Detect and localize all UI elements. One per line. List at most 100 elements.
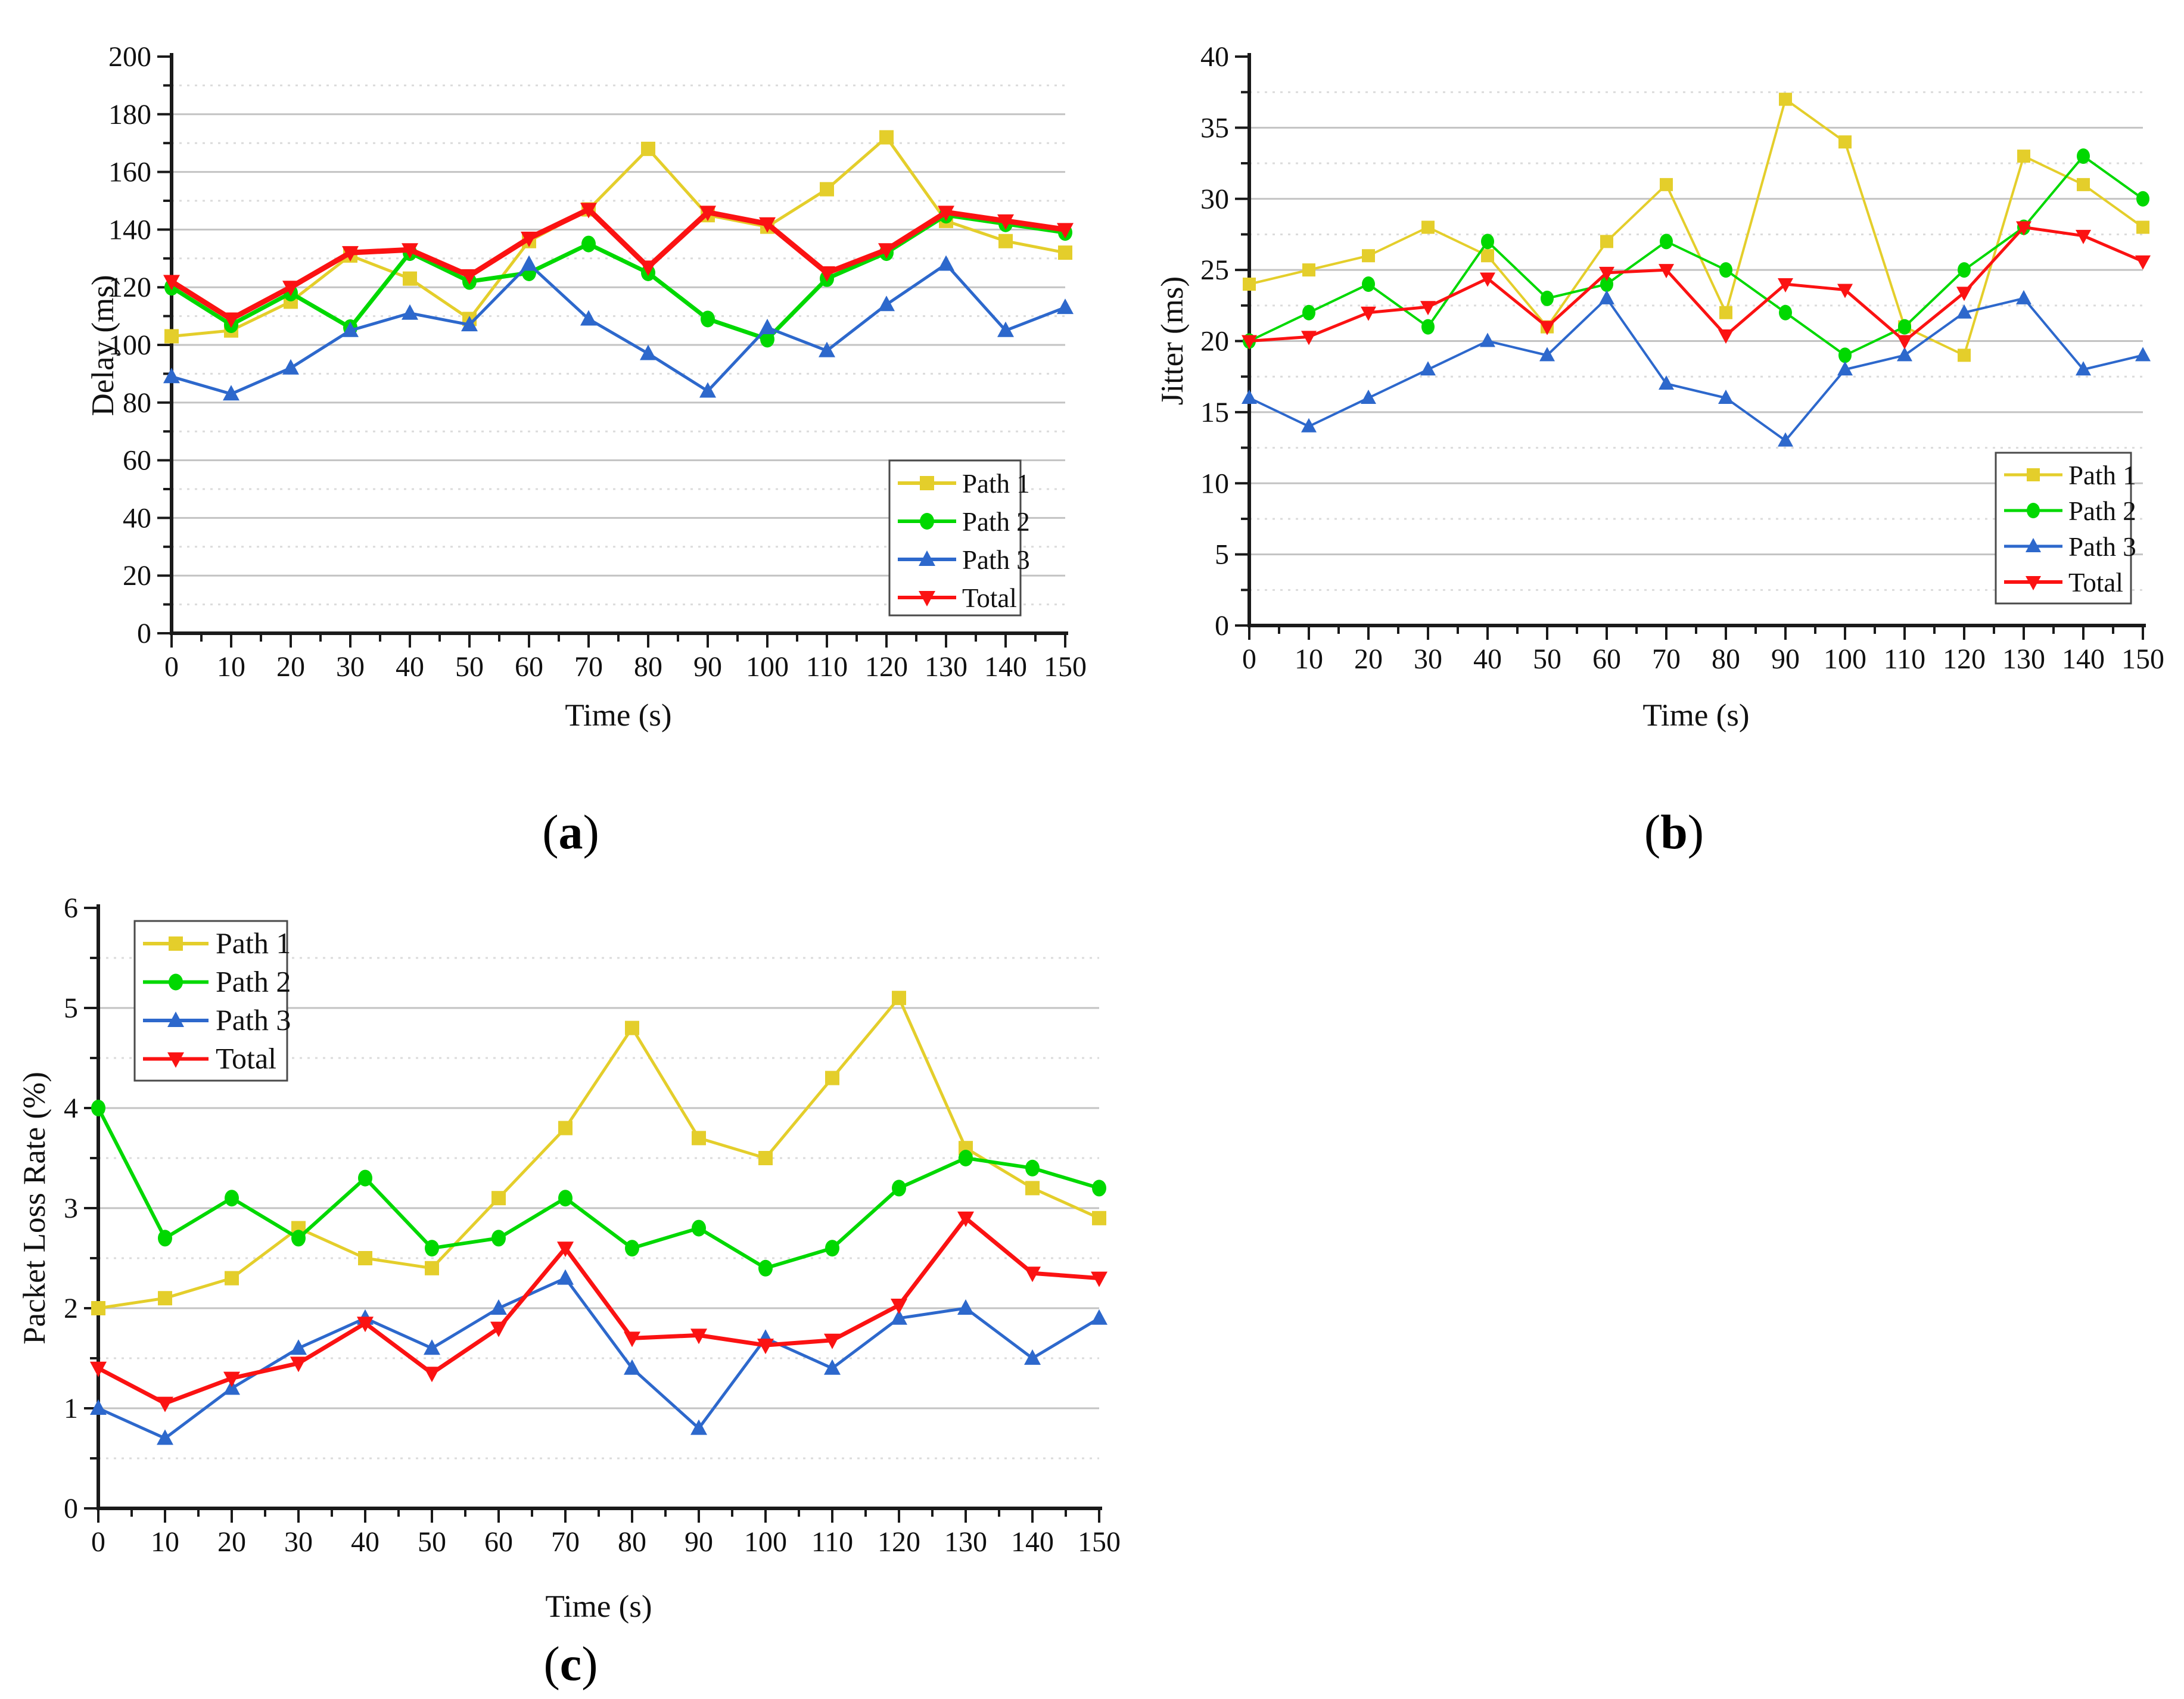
total-marker <box>759 217 776 233</box>
path-3-marker <box>1301 418 1317 432</box>
y-tick-label: 20 <box>123 560 151 592</box>
path-1-marker <box>625 1020 639 1035</box>
path-3-marker <box>938 255 954 271</box>
path-1-marker <box>164 329 179 344</box>
path-2-marker <box>758 1259 773 1277</box>
path-3-marker <box>640 344 657 360</box>
path-2-marker <box>358 1169 372 1187</box>
y-tick-label: 30 <box>1200 183 1229 215</box>
x-tick-label: 150 <box>2121 643 2164 675</box>
chart-b-series-path-1 <box>1243 92 2149 362</box>
total-marker <box>824 1333 841 1349</box>
path-1-marker <box>425 1261 439 1275</box>
path-3-marker <box>690 1419 707 1435</box>
legend-label-path-3: Path 3 <box>216 1003 291 1037</box>
path-1-marker <box>1719 306 1732 319</box>
total-marker <box>1659 264 1674 279</box>
path-1-marker <box>1481 249 1494 263</box>
x-tick-label: 30 <box>1414 643 1442 675</box>
path-2-marker <box>425 1240 439 1257</box>
legend-label-path-1: Path 1 <box>2068 460 2136 490</box>
total-marker <box>957 1211 974 1227</box>
path-2-line <box>1248 155 2144 357</box>
path-3-marker <box>424 1339 440 1355</box>
legend-marker-path-2 <box>169 973 183 991</box>
x-tick-label: 40 <box>1473 643 1502 675</box>
x-tick-label: 120 <box>865 651 908 683</box>
total-marker <box>1718 329 1734 344</box>
path-1-marker <box>558 1121 573 1135</box>
path-1-marker <box>1779 92 1792 106</box>
x-tick-label: 110 <box>806 651 848 683</box>
total-marker <box>163 275 180 291</box>
path-1-line <box>1248 98 2144 357</box>
total-marker <box>1539 320 1555 335</box>
total-marker <box>521 231 537 247</box>
y-tick-label: 0 <box>64 1493 78 1524</box>
path-2-marker <box>825 1240 839 1257</box>
x-tick-label: 50 <box>418 1526 446 1558</box>
total-marker <box>402 243 418 259</box>
x-tick-label: 100 <box>1824 643 1866 675</box>
y-tick-label: 40 <box>123 502 151 534</box>
path-2-marker <box>1719 262 1732 278</box>
path-3-marker <box>2076 361 2091 376</box>
path-1-marker <box>1362 249 1375 263</box>
path-1-marker <box>892 991 906 1006</box>
legend-marker-path-3 <box>2026 538 2041 552</box>
chart-a-y-axis-title: Delay (ms) <box>86 275 120 416</box>
path-3-marker <box>759 318 776 334</box>
y-tick-label: 0 <box>137 618 151 649</box>
chart-a-series-total <box>163 203 1074 328</box>
path-1-line <box>170 136 1067 338</box>
caption-a-close-paren: ) <box>583 805 599 859</box>
chart-c-series-path-1 <box>91 991 1106 1315</box>
path-3-marker <box>1361 390 1376 404</box>
path-3-marker <box>1091 1309 1107 1325</box>
path-2-marker <box>1092 1180 1106 1197</box>
path-2-marker <box>892 1180 906 1197</box>
chart-a-x-axis-title: Time (s) <box>565 698 671 733</box>
total-marker <box>557 1241 574 1258</box>
total-marker <box>1091 1271 1107 1287</box>
chart-b-x-axis-title: Time (s) <box>1642 698 1749 733</box>
path-3-marker <box>1778 432 1793 447</box>
path-2-marker <box>91 1100 105 1116</box>
path-2-marker <box>1481 234 1494 250</box>
caption-b: (b) <box>1543 805 1805 859</box>
x-tick-label: 130 <box>944 1526 987 1558</box>
path-1-marker <box>825 1071 839 1085</box>
chart-b: 0 5 10 15 20 25 30 35 40 0 10 20 30 40 50 60 70 80 90 100 11… <box>1155 41 2164 733</box>
path-3-marker <box>1539 347 1555 362</box>
chart-b-series-total <box>1242 221 2151 350</box>
path-3-marker <box>2135 347 2151 362</box>
legend-label-total: Total <box>2068 568 2123 598</box>
legend-label-path-2: Path 2 <box>2068 496 2136 526</box>
path-1-marker <box>2017 150 2030 163</box>
path-3-marker <box>290 1339 307 1355</box>
path-2-marker <box>158 1230 172 1247</box>
y-tick-label: 2 <box>64 1293 78 1324</box>
chart-c-x-axis-title: Time (s) <box>545 1589 652 1624</box>
path-1-marker <box>758 1151 773 1165</box>
path-3-marker <box>157 1429 173 1445</box>
y-tick-label: 60 <box>123 445 151 477</box>
path-3-marker <box>342 321 359 337</box>
x-tick-label: 140 <box>2062 643 2105 675</box>
path-3-marker <box>1057 298 1074 315</box>
y-tick-label: 40 <box>1200 41 1229 73</box>
path-1-marker <box>1958 348 1971 362</box>
path-1-marker <box>1600 235 1613 248</box>
x-tick-label: 90 <box>1771 643 1800 675</box>
path-1-marker <box>158 1291 172 1306</box>
x-tick-label: 50 <box>455 651 484 683</box>
y-tick-label: 180 <box>108 99 151 130</box>
path-1-marker <box>225 1271 239 1286</box>
path-1-marker <box>1838 135 1852 149</box>
path-1-marker <box>403 271 417 286</box>
total-marker <box>490 1321 507 1337</box>
total-marker <box>157 1396 173 1412</box>
y-tick-label: 35 <box>1200 112 1229 144</box>
y-tick-label: 6 <box>64 892 78 924</box>
